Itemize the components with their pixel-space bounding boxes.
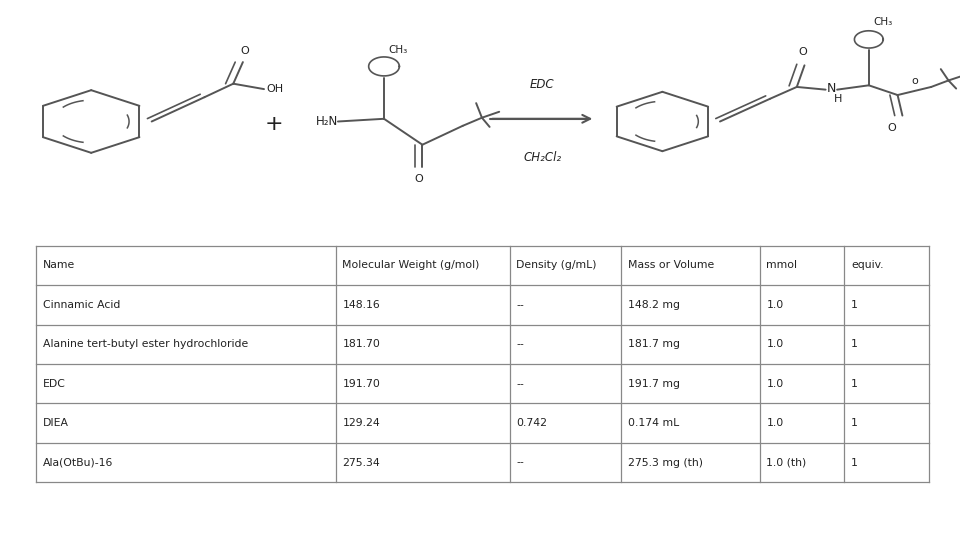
- Text: Name: Name: [43, 260, 76, 271]
- Text: H₂N: H₂N: [316, 115, 338, 128]
- Text: 148.16: 148.16: [343, 300, 380, 310]
- Text: --: --: [516, 339, 524, 349]
- Text: 1.0 (th): 1.0 (th): [766, 457, 806, 468]
- Text: +: +: [264, 114, 283, 134]
- Text: H: H: [834, 94, 843, 104]
- Text: 191.70: 191.70: [343, 379, 380, 389]
- Text: --: --: [516, 457, 524, 468]
- Text: 0.742: 0.742: [516, 418, 547, 428]
- Text: o: o: [911, 76, 919, 86]
- Text: Alanine tert-butyl ester hydrochloride: Alanine tert-butyl ester hydrochloride: [43, 339, 249, 349]
- Text: O: O: [240, 45, 250, 56]
- Text: EDC: EDC: [530, 78, 555, 91]
- Text: 129.24: 129.24: [343, 418, 380, 428]
- Text: 1.0: 1.0: [766, 339, 783, 349]
- Text: EDC: EDC: [43, 379, 66, 389]
- Text: 1: 1: [852, 339, 858, 349]
- Text: O: O: [798, 47, 807, 57]
- Text: 1: 1: [852, 300, 858, 310]
- Text: 275.3 mg (th): 275.3 mg (th): [628, 457, 703, 468]
- Text: Mass or Volume: Mass or Volume: [628, 260, 714, 271]
- Text: O: O: [414, 174, 423, 185]
- Text: equiv.: equiv.: [852, 260, 884, 271]
- Text: Cinnamic Acid: Cinnamic Acid: [43, 300, 121, 310]
- Text: Ala(OtBu)-16: Ala(OtBu)-16: [43, 457, 113, 468]
- Text: 275.34: 275.34: [343, 457, 380, 468]
- Text: Density (g/mL): Density (g/mL): [516, 260, 597, 271]
- Text: 1: 1: [852, 418, 858, 428]
- Text: CH₂Cl₂: CH₂Cl₂: [523, 151, 562, 164]
- Text: 1: 1: [852, 379, 858, 389]
- Text: DIEA: DIEA: [43, 418, 69, 428]
- Text: CH₃: CH₃: [389, 45, 408, 55]
- Text: 1: 1: [852, 457, 858, 468]
- Text: --: --: [516, 379, 524, 389]
- Text: 191.7 mg: 191.7 mg: [628, 379, 680, 389]
- Text: O: O: [887, 123, 897, 133]
- Text: 1.0: 1.0: [766, 300, 783, 310]
- Text: Molecular Weight (g/mol): Molecular Weight (g/mol): [343, 260, 480, 271]
- Text: OH: OH: [266, 84, 283, 94]
- Text: 181.7 mg: 181.7 mg: [628, 339, 680, 349]
- Text: 0.174 mL: 0.174 mL: [628, 418, 680, 428]
- Text: 1.0: 1.0: [766, 418, 783, 428]
- Text: 1.0: 1.0: [766, 379, 783, 389]
- Text: CH₃: CH₃: [874, 17, 893, 27]
- Text: N: N: [827, 82, 836, 95]
- Text: 181.70: 181.70: [343, 339, 380, 349]
- Text: --: --: [516, 300, 524, 310]
- Text: mmol: mmol: [766, 260, 798, 271]
- Text: 148.2 mg: 148.2 mg: [628, 300, 680, 310]
